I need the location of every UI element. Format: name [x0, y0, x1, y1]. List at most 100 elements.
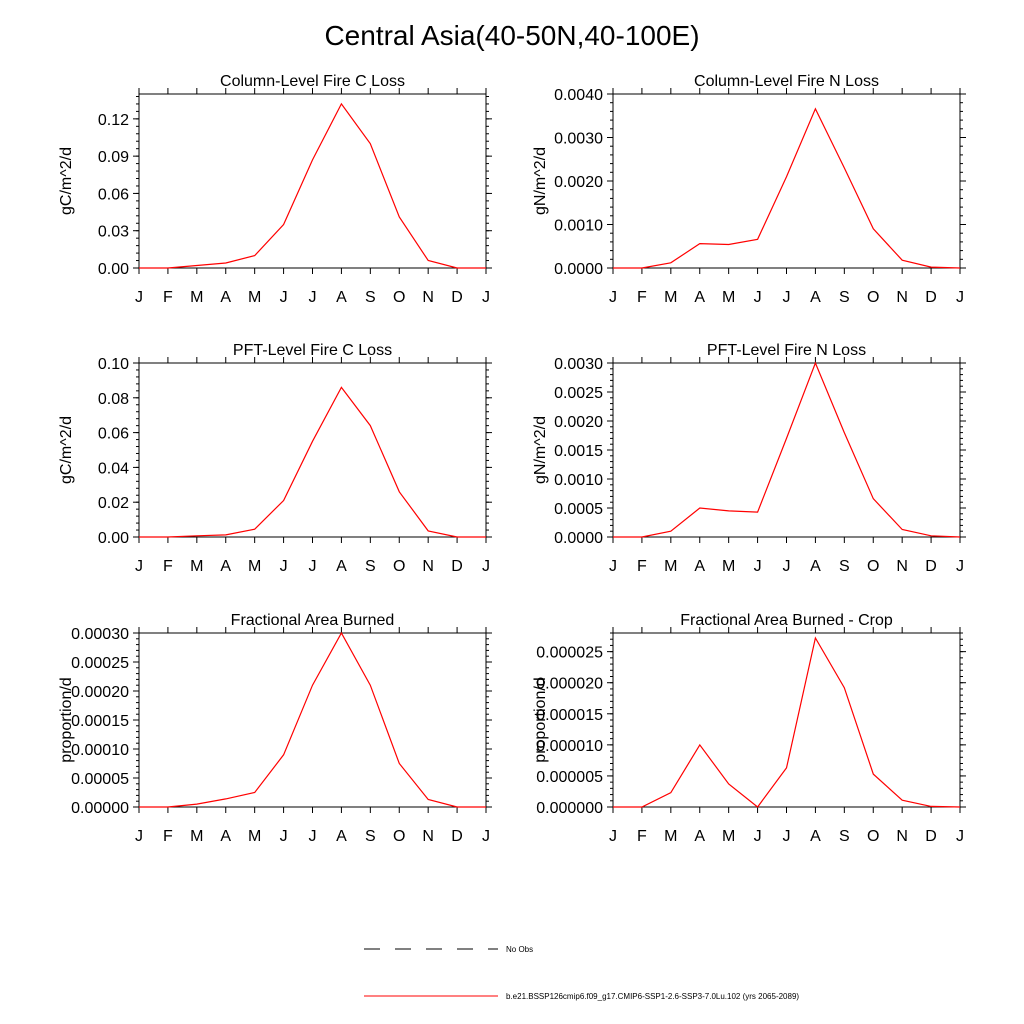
x-tick-label: J [135, 828, 143, 845]
y-tick-label: 0.10 [98, 356, 129, 373]
x-tick-label: O [867, 828, 879, 845]
x-tick-label: F [163, 558, 173, 575]
x-tick-label: J [754, 289, 762, 306]
x-tick-label: J [783, 289, 791, 306]
x-tick-label: F [163, 828, 173, 845]
y-tick-label: 0.000025 [536, 645, 603, 662]
x-tick-label: N [896, 558, 908, 575]
x-tick-label: J [309, 558, 317, 575]
x-tick-label: S [365, 289, 376, 306]
x-tick-label: J [956, 558, 964, 575]
y-axis-label: gC/m^2/d [58, 147, 75, 215]
x-tick-label: A [694, 558, 705, 575]
x-tick-label: A [694, 289, 705, 306]
x-tick-label: J [309, 828, 317, 845]
x-tick-label: N [422, 289, 434, 306]
y-tick-label: 0.0020 [554, 414, 603, 431]
x-tick-label: D [925, 828, 937, 845]
x-tick-label: J [783, 828, 791, 845]
plot-frame [138, 632, 487, 808]
x-tick-label: A [810, 828, 821, 845]
x-tick-label: A [336, 289, 347, 306]
y-tick-label: 0.08 [98, 391, 129, 408]
x-tick-label: M [664, 558, 677, 575]
plot-frame [138, 93, 487, 269]
x-tick-label: D [925, 558, 937, 575]
y-tick-label: 0.00030 [71, 626, 129, 643]
series-line [613, 636, 961, 808]
y-tick-label: 0.000010 [536, 738, 603, 755]
x-tick-label: N [896, 289, 908, 306]
panel-title: Column-Level Fire N Loss [694, 73, 879, 90]
panel-title: Fractional Area Burned [231, 612, 395, 629]
y-tick-label: 0.00 [98, 530, 129, 547]
y-tick-label: 0.0000 [554, 530, 603, 547]
x-tick-label: A [810, 289, 821, 306]
x-tick-label: J [280, 558, 288, 575]
x-tick-label: J [754, 558, 762, 575]
y-axis-label: proportion/d [532, 677, 549, 762]
y-axis-label: proportion/d [58, 677, 75, 762]
y-tick-label: 0.00015 [71, 713, 129, 730]
x-tick-label: A [694, 828, 705, 845]
x-tick-label: D [925, 289, 937, 306]
plot-frame [612, 632, 961, 808]
y-tick-label: 0.000020 [536, 676, 603, 693]
y-tick-label: 0.00025 [71, 655, 129, 672]
y-tick-label: 0.0030 [554, 356, 603, 373]
y-tick-label: 0.000005 [536, 769, 603, 786]
x-tick-label: S [839, 289, 850, 306]
x-tick-label: D [451, 558, 463, 575]
y-tick-label: 0.00020 [71, 684, 129, 701]
x-tick-label: J [135, 289, 143, 306]
y-tick-label: 0.06 [98, 186, 129, 203]
x-tick-label: J [309, 289, 317, 306]
y-tick-label: 0.00010 [71, 742, 129, 759]
plot-frame [138, 362, 487, 538]
legend: No Obs b.e21.BSSP126cmip6.f09_g17.CMIP6-… [364, 945, 799, 1001]
y-tick-label: 0.0000 [554, 261, 603, 278]
x-tick-label: M [722, 828, 735, 845]
x-tick-label: J [609, 558, 617, 575]
y-axis-label: gN/m^2/d [532, 147, 549, 215]
y-axis-label: gC/m^2/d [58, 416, 75, 484]
y-tick-label: 0.0020 [554, 174, 603, 191]
x-tick-label: S [365, 828, 376, 845]
y-tick-label: 0.00000 [71, 800, 129, 817]
x-tick-label: A [220, 828, 231, 845]
main-title: Central Asia(40-50N,40-100E) [324, 20, 700, 51]
y-tick-label: 0.12 [98, 112, 129, 129]
x-tick-label: J [956, 828, 964, 845]
x-tick-label: F [637, 828, 647, 845]
y-tick-label: 0.03 [98, 224, 129, 241]
y-tick-label: 0.0030 [554, 131, 603, 148]
x-tick-label: M [190, 289, 203, 306]
x-tick-label: J [482, 558, 490, 575]
x-tick-label: S [839, 828, 850, 845]
y-tick-label: 0.06 [98, 426, 129, 443]
x-tick-label: M [664, 289, 677, 306]
y-tick-label: 0.02 [98, 495, 129, 512]
x-tick-label: D [451, 289, 463, 306]
x-tick-label: M [248, 558, 261, 575]
x-tick-label: J [482, 828, 490, 845]
x-tick-label: S [365, 558, 376, 575]
y-tick-label: 0.04 [98, 460, 129, 477]
panel-6: Fractional Area Burned - Crop proportion/… [532, 612, 966, 845]
y-tick-label: 0.0010 [554, 218, 603, 235]
plot-frame [612, 93, 961, 269]
x-tick-label: O [393, 289, 405, 306]
panel-title: PFT-Level Fire C Loss [233, 342, 392, 359]
x-tick-label: M [248, 289, 261, 306]
y-tick-label: 0.000015 [536, 707, 603, 724]
x-tick-label: O [867, 289, 879, 306]
x-tick-label: J [783, 558, 791, 575]
x-tick-label: O [867, 558, 879, 575]
x-tick-label: N [422, 558, 434, 575]
series-line [139, 631, 486, 808]
